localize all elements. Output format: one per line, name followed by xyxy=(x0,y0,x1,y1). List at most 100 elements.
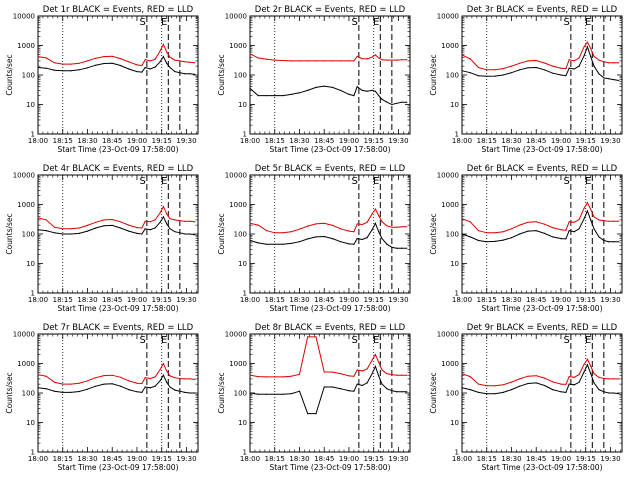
data-point-lld xyxy=(154,58,156,60)
data-point-events xyxy=(353,95,355,97)
data-point-events xyxy=(144,66,146,69)
y-tick-label: 100 xyxy=(234,390,247,398)
data-point-lld xyxy=(573,376,575,378)
data-point-lld xyxy=(565,383,567,385)
data-point-lld xyxy=(519,378,521,380)
x-tick-label: 18:45 xyxy=(526,137,546,145)
x-tick-label: 18:45 xyxy=(102,455,122,463)
data-point-lld xyxy=(461,373,463,375)
data-point-events xyxy=(348,390,350,392)
data-point-lld xyxy=(290,60,292,62)
data-point-lld xyxy=(348,60,350,62)
data-point-events xyxy=(189,392,191,394)
data-point-events xyxy=(53,69,56,71)
data-point-lld xyxy=(189,220,191,222)
data-point-lld xyxy=(608,220,610,222)
y-tick-label: 10 xyxy=(450,419,459,427)
data-point-events xyxy=(535,66,537,69)
data-point-events xyxy=(371,229,373,231)
x-tick-label: 19:00 xyxy=(127,455,147,463)
data-point-lld xyxy=(543,223,546,225)
data-point-events xyxy=(159,61,161,63)
y-tick-label: 10 xyxy=(450,101,459,109)
data-point-lld xyxy=(159,50,161,52)
data-point-events xyxy=(86,388,89,390)
data-point-lld xyxy=(573,60,575,62)
plot-frame xyxy=(249,174,411,294)
series-line-events xyxy=(37,55,195,75)
data-point-events xyxy=(149,229,151,231)
panel-det-3: Det 3r BLACK = Events, RED = LLD 1 10 100 10… xyxy=(429,5,623,154)
data-point-lld xyxy=(53,226,56,228)
data-point-events xyxy=(519,385,521,387)
data-point-lld xyxy=(290,231,292,233)
data-point-events xyxy=(406,101,408,103)
data-point-events xyxy=(95,64,97,66)
data-point-lld xyxy=(494,232,496,234)
data-point-events xyxy=(169,228,171,230)
data-point-lld xyxy=(274,376,276,378)
data-point-events xyxy=(189,233,191,235)
data-point-lld xyxy=(469,221,471,223)
data-point-events xyxy=(598,389,600,391)
data-point-lld xyxy=(103,375,105,377)
data-point-lld xyxy=(189,61,191,63)
panel-title: Det 4r BLACK = Events, RED = LLD xyxy=(43,164,194,174)
data-point-events xyxy=(593,65,595,67)
data-point-events xyxy=(386,101,388,103)
data-point-events xyxy=(179,232,181,234)
x-axis-label: Start Time (23-Oct-09 17:58:00) xyxy=(481,145,602,154)
data-point-lld xyxy=(323,60,325,62)
marker-label: E xyxy=(585,335,591,346)
data-point-events xyxy=(586,210,589,212)
data-point-events xyxy=(348,243,350,245)
data-point-lld xyxy=(361,58,363,60)
x-tick-label: 18:45 xyxy=(314,455,334,463)
x-axis-label: Start Time (23-Oct-09 17:58:00) xyxy=(57,145,178,154)
data-point-events xyxy=(249,392,251,394)
data-point-lld xyxy=(257,224,259,226)
data-point-events xyxy=(136,391,138,393)
data-point-events xyxy=(477,239,480,242)
marker-label: E xyxy=(373,17,379,28)
data-point-events xyxy=(469,236,471,238)
data-point-events xyxy=(162,374,164,376)
data-point-lld xyxy=(298,228,301,230)
x-tick-label: 19:00 xyxy=(339,137,359,145)
data-point-lld xyxy=(565,229,567,231)
data-point-lld xyxy=(560,67,562,69)
y-tick-label: 100 xyxy=(446,390,459,398)
data-point-lld xyxy=(70,228,72,230)
x-axis-label: Start Time (23-Oct-09 17:58:00) xyxy=(481,304,602,313)
y-tick-label: 10 xyxy=(26,101,35,109)
data-point-lld xyxy=(159,212,161,214)
data-point-events xyxy=(598,73,600,75)
data-point-events xyxy=(331,386,334,388)
data-point-lld xyxy=(194,221,196,223)
series-line-lld xyxy=(461,201,619,234)
data-point-lld xyxy=(510,381,513,383)
data-point-lld xyxy=(603,377,605,380)
data-point-events xyxy=(162,216,164,218)
data-point-events xyxy=(265,95,268,97)
data-point-events xyxy=(265,243,268,245)
y-tick-label: 1 xyxy=(31,449,35,457)
data-point-events xyxy=(86,230,89,232)
data-point-lld xyxy=(391,59,393,61)
y-tick-label: 1 xyxy=(455,449,459,457)
data-point-events xyxy=(307,413,309,415)
data-point-events xyxy=(144,228,146,230)
data-point-events xyxy=(70,70,72,72)
data-point-events xyxy=(356,383,358,385)
data-point-events xyxy=(189,73,191,75)
data-point-events xyxy=(618,79,620,82)
data-point-lld xyxy=(249,53,251,55)
y-tick-label: 10 xyxy=(26,260,35,268)
data-point-lld xyxy=(366,58,368,60)
data-point-lld xyxy=(274,59,276,61)
data-point-lld xyxy=(144,59,146,61)
data-point-lld xyxy=(527,60,529,62)
data-point-lld xyxy=(381,369,383,371)
y-tick-label: 1000 xyxy=(441,201,459,209)
data-point-lld xyxy=(162,43,164,45)
